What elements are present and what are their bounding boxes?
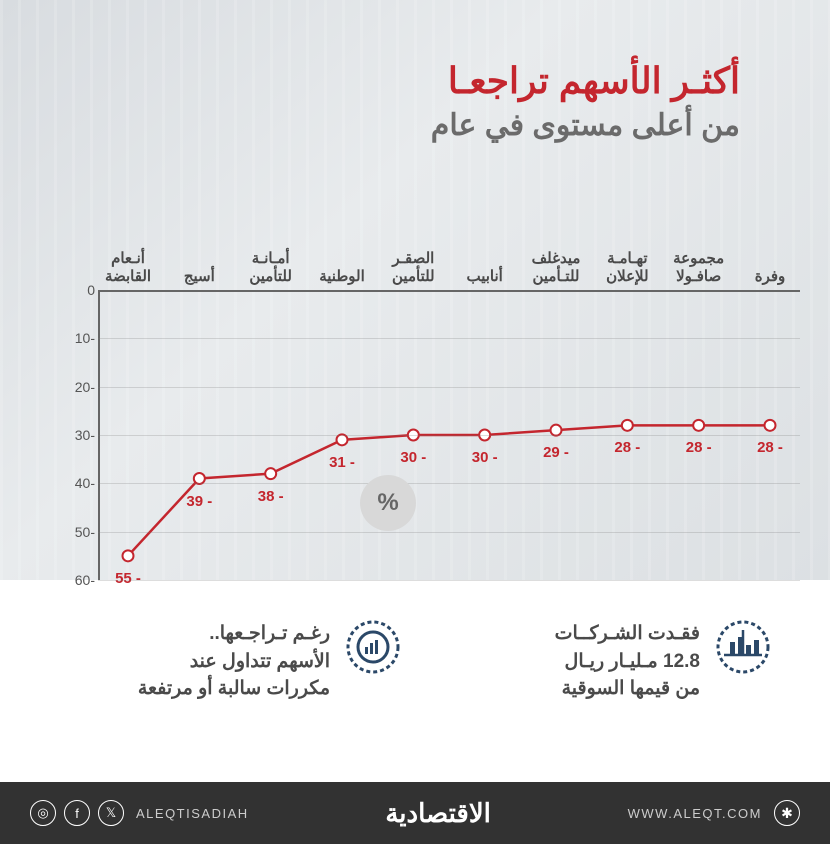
grid-line — [98, 532, 800, 533]
info-text-2: رغـم تـراجـعها.. الأسهم تتداول عند مكررا… — [138, 620, 330, 703]
percent-badge: % — [360, 475, 416, 531]
footer-handle: ALEQTISADIAH — [136, 806, 249, 821]
grid-line — [98, 387, 800, 388]
y-tick: 20- — [50, 379, 95, 395]
y-tick: 0 — [50, 282, 95, 298]
info2-line2: الأسهم تتداول عند — [190, 651, 330, 672]
info2-line3: مكررات سالبة أو مرتفعة — [138, 678, 330, 699]
info-box-2: رغـم تـراجـعها.. الأسهم تتداول عند مكررا… — [60, 620, 400, 703]
x-label: أنـعام القابضة — [90, 250, 166, 286]
x-label: ميدغلف للتـأمين — [518, 250, 594, 286]
y-tick: 50- — [50, 524, 95, 540]
instagram-icon[interactable]: ◎ — [30, 800, 56, 826]
grid-line — [98, 338, 800, 339]
gauge-icon — [346, 620, 400, 674]
info2-line1: رغـم تـراجـعها.. — [209, 623, 330, 644]
footer-brand: الاقتصادية — [385, 798, 491, 829]
header: أكثـر الأسهم تراجعـا من أعلى مستوى في عا… — [431, 60, 740, 143]
x-label: أسيج — [161, 268, 237, 286]
globe-icon[interactable]: ✱ — [774, 800, 800, 826]
x-label: أنابيب — [447, 268, 523, 286]
grid-line — [98, 483, 800, 484]
x-axis-labels: أنـعام القابضةأسيجأمـانـة للتأمينالوطنية… — [98, 235, 800, 290]
footer-url: WWW.ALEQT.COM — [628, 806, 762, 821]
x-label: وفرة — [732, 268, 808, 286]
data-label: 30 - — [400, 449, 426, 466]
grid-line — [98, 435, 800, 436]
data-label: 30 - — [472, 449, 498, 466]
title-sub: من أعلى مستوى في عام — [431, 108, 740, 143]
data-label: 28 - — [686, 439, 712, 456]
info-row: فقـدت الشـركــات 12.8 مـليـار ريـال من ق… — [0, 620, 830, 703]
data-label: 31 - — [329, 454, 355, 471]
chart: 0 10- 20- 30- 40- 50- 60- أنـعام القابضةأسيجأم… — [30, 235, 800, 585]
x-label: الصقـر للتأمين — [375, 250, 451, 286]
y-tick: 60- — [50, 572, 95, 588]
twitter-icon[interactable]: 𝕏 — [98, 800, 124, 826]
data-label: 29 - — [543, 444, 569, 461]
data-label: 28 - — [614, 439, 640, 456]
data-label: 28 - — [757, 439, 783, 456]
info1-line1: فقـدت الشـركــات — [555, 623, 700, 644]
x-label: مجموعة صافـولا — [661, 250, 737, 286]
data-label: 38 - — [258, 488, 284, 505]
x-label: أمـانـة للتأمين — [233, 250, 309, 286]
grid-line — [98, 580, 800, 581]
info-text-1: فقـدت الشـركــات 12.8 مـليـار ريـال من ق… — [555, 620, 700, 703]
data-label: 55 - — [115, 570, 141, 587]
footer-left: ◎ f 𝕏 ALEQTISADIAH — [30, 800, 249, 826]
y-tick: 10- — [50, 330, 95, 346]
info1-line3: من قيمها السوقية — [562, 678, 700, 699]
footer: ◎ f 𝕏 ALEQTISADIAH الاقتصادية WWW.ALEQT.… — [0, 782, 830, 844]
x-label: تهـامـة للإعلان — [589, 250, 665, 286]
data-label: 39 - — [186, 493, 212, 510]
x-label: الوطنية — [304, 268, 380, 286]
y-axis: 010-20-30-40-50-60- — [50, 290, 95, 580]
social-icons: ◎ f 𝕏 — [30, 800, 124, 826]
y-tick: 30- — [50, 427, 95, 443]
info1-highlight: 12.8 مـليـار ريـال — [565, 651, 700, 672]
globe-chart-icon — [716, 620, 770, 674]
title-main: أكثـر الأسهم تراجعـا — [431, 60, 740, 102]
footer-right: WWW.ALEQT.COM ✱ — [628, 800, 800, 826]
info-box-1: فقـدت الشـركــات 12.8 مـليـار ريـال من ق… — [430, 620, 770, 703]
facebook-icon[interactable]: f — [64, 800, 90, 826]
y-tick: 40- — [50, 475, 95, 491]
